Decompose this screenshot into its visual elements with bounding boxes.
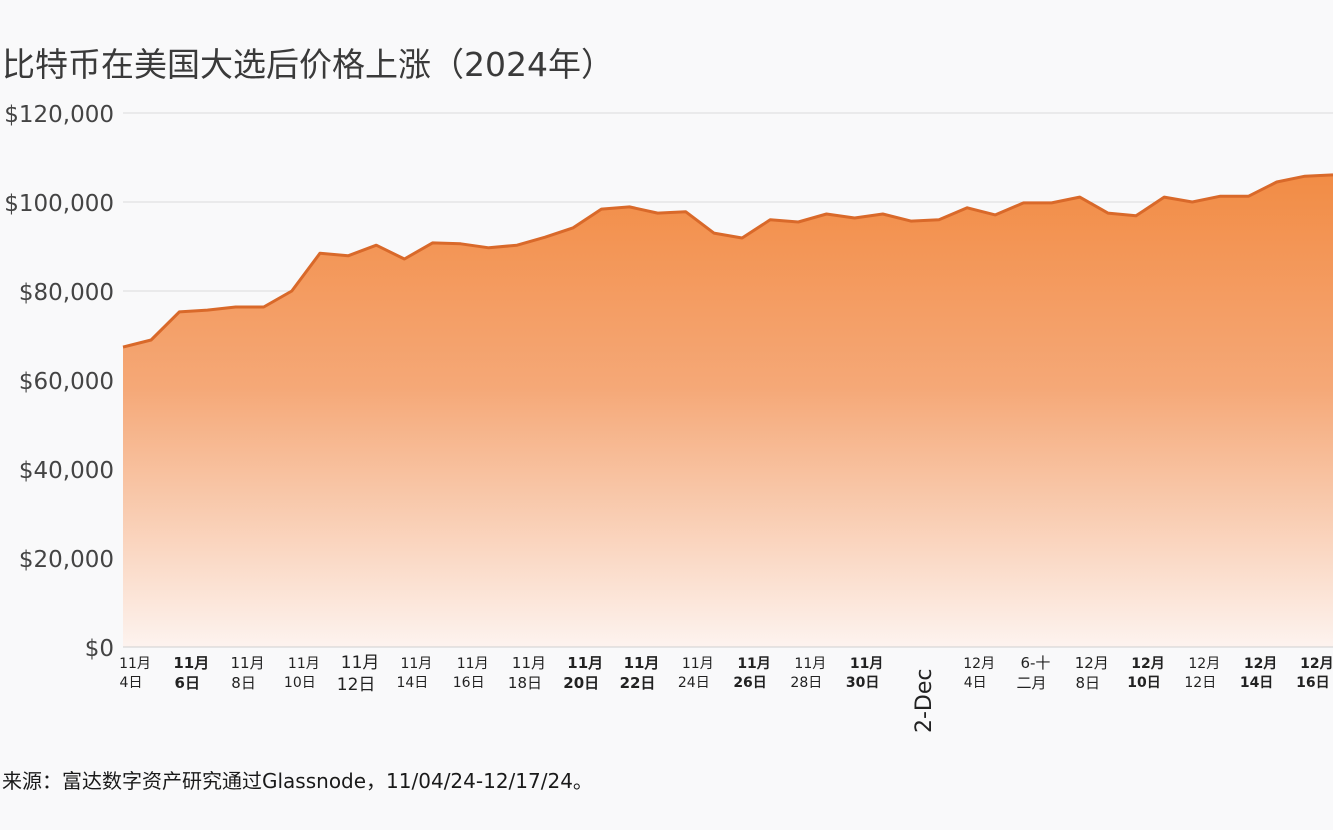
y-tick-label: $40,000 — [19, 458, 114, 484]
y-tick-label: $100,000 — [4, 191, 114, 217]
x-tick-label: 12月 16日 — [1296, 656, 1333, 691]
x-tick-label: 12月 4日 — [963, 656, 995, 691]
x-tick-label: 11月 30日 — [846, 656, 883, 691]
y-tick-label: $60,000 — [19, 369, 114, 395]
x-tick-label: 12月 12日 — [1184, 656, 1220, 691]
y-axis: $0 $20,000 $40,000 $60,000 $80,000 $100,000 $1… — [4, 102, 114, 662]
x-tick-label: 11月 16日 — [453, 656, 489, 691]
x-tick-label: 12月 8日 — [1075, 654, 1109, 692]
x-tick-label: 2-Dec — [912, 668, 937, 733]
x-tick-label: 12月 14日 — [1240, 656, 1277, 691]
x-tick-label: 11月 26日 — [733, 656, 770, 691]
x-tick-label: 11月 14日 — [396, 656, 432, 691]
chart-title: 比特币在美国大选后价格上涨（2024年） — [2, 45, 614, 84]
x-axis: 11月 4日 11月 6日 11月 8日 11月 10日 11月 12日 11月 14日 11月 16日 1… — [119, 653, 1333, 733]
x-tick-label: 11月 20日 — [563, 654, 603, 692]
x-tick-label: 11月 6日 — [173, 654, 209, 692]
x-tick-label: 11月 22日 — [620, 654, 660, 692]
y-tick-label: $80,000 — [19, 280, 114, 306]
x-tick-label: 11月 24日 — [678, 656, 714, 691]
source-note: 来源：富达数字资产研究通过Glassnode，11/04/24-12/17/24… — [2, 769, 593, 793]
y-tick-label: $20,000 — [19, 547, 114, 573]
y-tick-label: $0 — [85, 636, 114, 662]
y-tick-label: $120,000 — [4, 102, 114, 128]
x-tick-label: 11月 12日 — [337, 653, 380, 695]
x-tick-label: 11月 8日 — [231, 654, 265, 692]
price-line — [122, 173, 1333, 349]
x-tick-label: 11月 10日 — [284, 656, 320, 691]
x-tick-label: 12月 10日 — [1127, 656, 1164, 691]
x-tick-label: 11月 28日 — [790, 656, 826, 691]
x-tick-label: 11月 18日 — [508, 654, 546, 692]
price-area — [123, 174, 1333, 647]
x-tick-label: 11月 4日 — [119, 656, 151, 691]
x-tick-label: 6-十二月 — [1016, 654, 1050, 692]
